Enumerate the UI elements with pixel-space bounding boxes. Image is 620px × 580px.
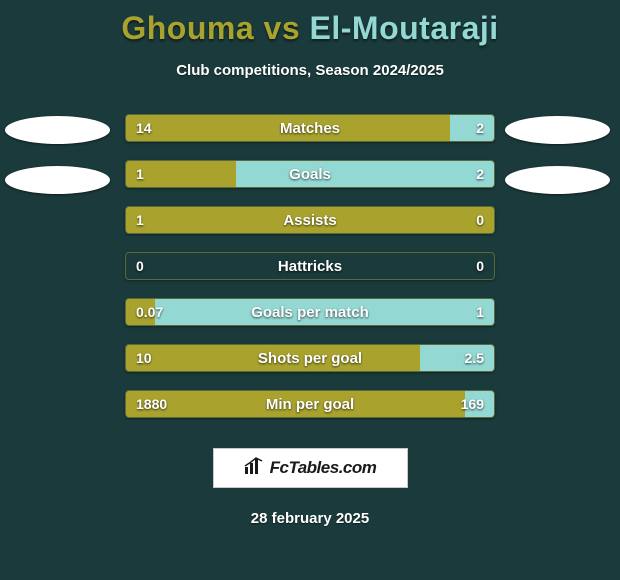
stat-value-right: 2.5: [455, 345, 494, 371]
stat-row: Assists1 0: [125, 206, 495, 234]
stat-label: Goals: [126, 161, 494, 187]
player1-name: Ghouma: [121, 10, 254, 46]
stat-value-left: 0.07: [126, 299, 173, 325]
stat-value-right: 2: [466, 115, 494, 141]
stat-value-left: 10: [126, 345, 162, 371]
subtitle: Club competitions, Season 2024/2025: [0, 62, 620, 79]
stat-row: Goals1 2: [125, 160, 495, 188]
stat-row: Goals per match0.07 1: [125, 298, 495, 326]
stat-row: Matches14 2: [125, 114, 495, 142]
stat-value-left: 0: [126, 253, 154, 279]
stat-value-right: 0: [466, 253, 494, 279]
club-badge: [505, 166, 610, 194]
badges-left: [5, 114, 115, 194]
stat-label: Matches: [126, 115, 494, 141]
brand-text: FcTables.com: [270, 458, 377, 478]
stat-value-left: 1: [126, 161, 154, 187]
stat-label: Assists: [126, 207, 494, 233]
comparison-title: Ghouma vs El-Moutaraji: [0, 0, 620, 47]
brand-box: FcTables.com: [213, 448, 408, 488]
stat-row: Min per goal1880 169: [125, 390, 495, 418]
badges-right: [505, 114, 615, 194]
stat-value-left: 1880: [126, 391, 177, 417]
club-badge: [505, 116, 610, 144]
stat-value-right: 2: [466, 161, 494, 187]
stat-value-right: 0: [466, 207, 494, 233]
stat-value-right: 1: [466, 299, 494, 325]
club-badge: [5, 116, 110, 144]
vs-label: vs: [264, 10, 301, 46]
stat-label: Goals per match: [126, 299, 494, 325]
footer-date: 28 february 2025: [0, 510, 620, 527]
stat-value-right: 169: [451, 391, 494, 417]
stat-row: Hattricks0 0: [125, 252, 495, 280]
stat-value-left: 1: [126, 207, 154, 233]
stat-value-left: 14: [126, 115, 162, 141]
club-badge: [5, 166, 110, 194]
stat-label: Min per goal: [126, 391, 494, 417]
player2-name: El-Moutaraji: [310, 10, 499, 46]
stat-rows: Matches142Goals12Assists10Hattricks00Goa…: [125, 114, 495, 418]
stat-label: Shots per goal: [126, 345, 494, 371]
comparison-chart: Matches142Goals12Assists10Hattricks00Goa…: [0, 114, 620, 418]
stat-label: Hattricks: [126, 253, 494, 279]
chart-icon: [244, 457, 264, 480]
stat-row: Shots per goal10 2.5: [125, 344, 495, 372]
